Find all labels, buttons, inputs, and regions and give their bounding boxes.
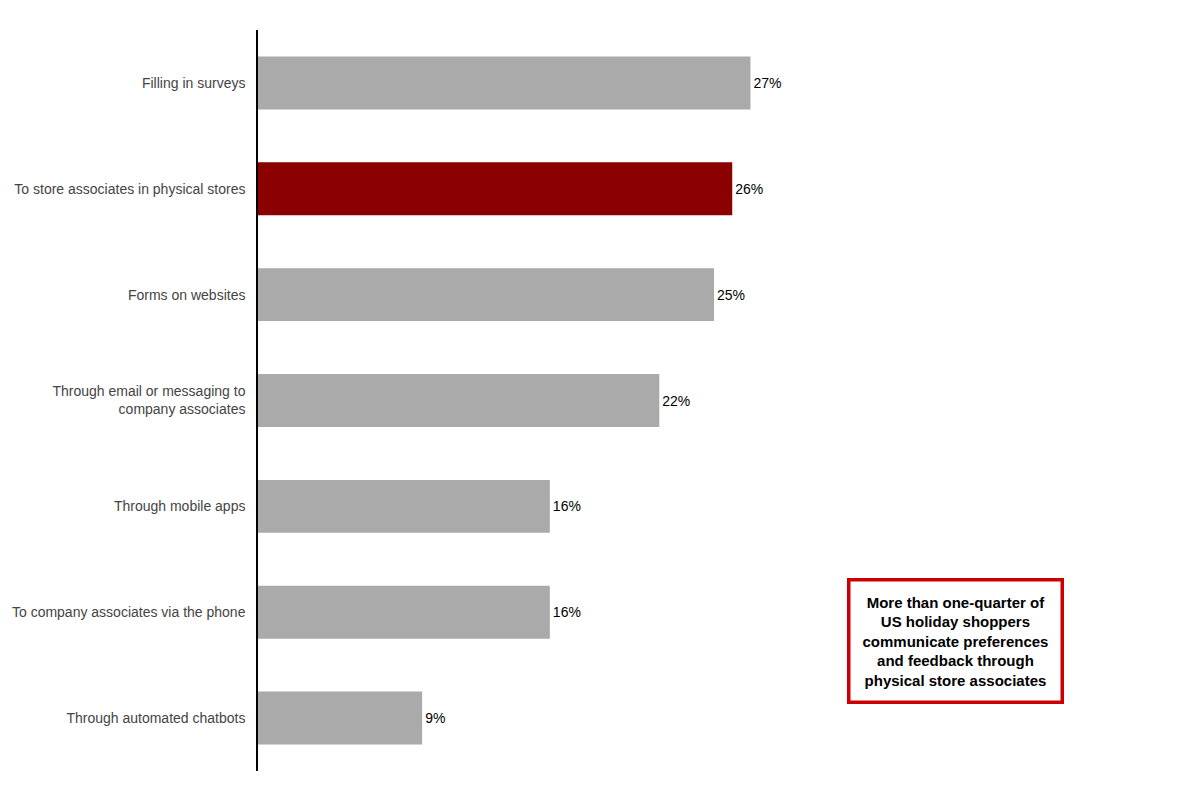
svg-text:Through automated chatbots: Through automated chatbots — [66, 710, 245, 726]
svg-text:Forms on websites: Forms on websites — [128, 287, 245, 303]
svg-text:16%: 16% — [553, 498, 581, 514]
svg-text:16%: 16% — [553, 604, 581, 620]
svg-text:22%: 22% — [662, 393, 690, 409]
svg-text:Filling in surveys: Filling in surveys — [142, 75, 245, 91]
svg-text:More than one-quarter ofUS hol: More than one-quarter ofUS holiday shopp… — [863, 594, 1049, 689]
svg-text:Through email or messaging toc: Through email or messaging tocompany ass… — [52, 383, 245, 417]
svg-text:Through mobile apps: Through mobile apps — [114, 498, 246, 514]
svg-text:To store associates in physica: To store associates in physical stores — [14, 181, 245, 197]
svg-text:To company associates via the: To company associates via the phone — [12, 604, 246, 620]
svg-text:26%: 26% — [735, 181, 763, 197]
svg-text:25%: 25% — [717, 287, 745, 303]
svg-text:9%: 9% — [425, 710, 445, 726]
svg-text:27%: 27% — [753, 75, 781, 91]
